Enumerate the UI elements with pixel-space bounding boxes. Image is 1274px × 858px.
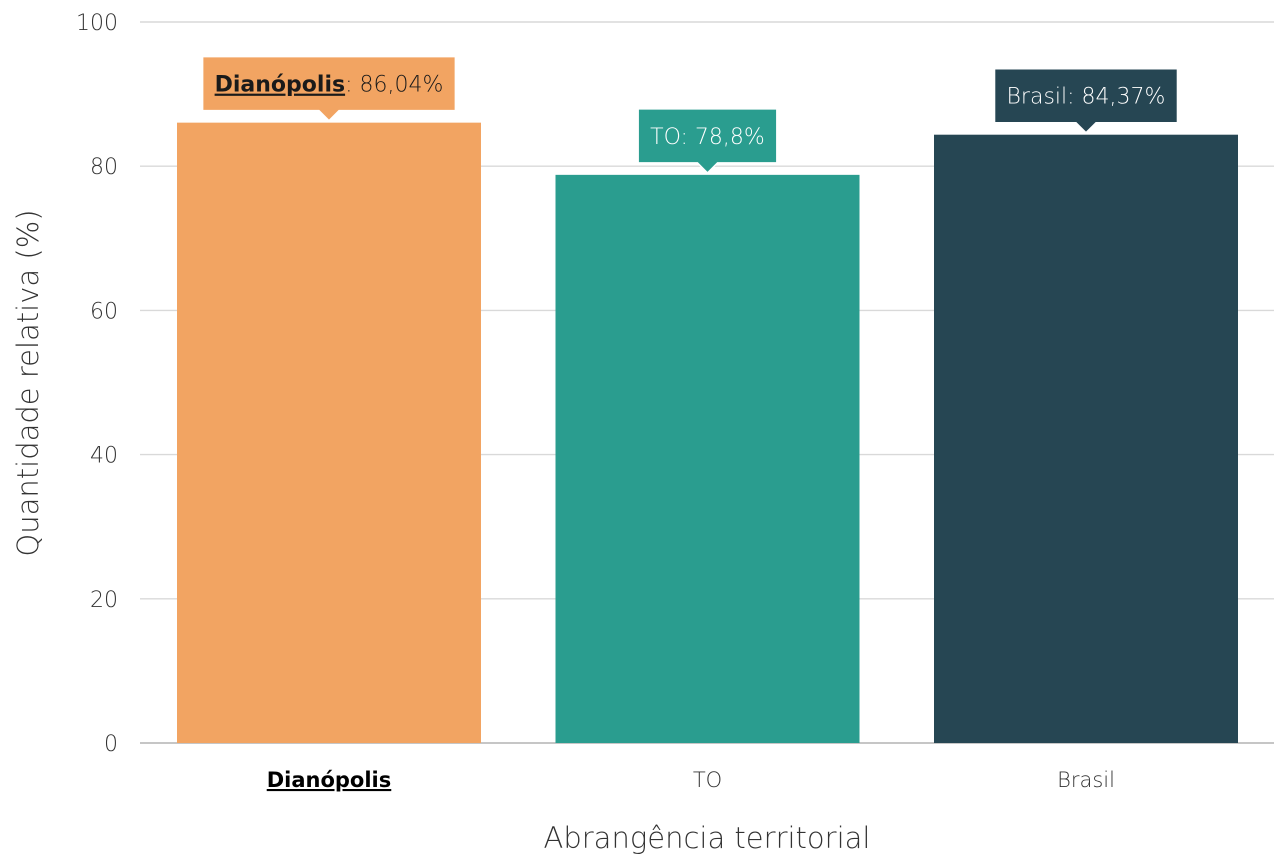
- y-tick-label: 20: [90, 588, 118, 613]
- bars: [177, 122, 1238, 744]
- x-tick-label: TO: [693, 768, 722, 792]
- y-tick-label: 60: [90, 299, 118, 324]
- bar-dian-polis[interactable]: [177, 122, 481, 743]
- y-tick-label: 40: [90, 444, 118, 469]
- value-callout: TO: 78,8%: [637, 108, 778, 174]
- y-tick-label: 100: [76, 11, 118, 36]
- callout-label: TO: 78,8%: [650, 125, 765, 150]
- value-callouts: Dianópolis: 86,04% TO: 78,8% Brasil: 84,37…: [201, 55, 1179, 174]
- value-callout: Dianópolis: 86,04%: [201, 55, 457, 122]
- callout-box: [637, 108, 778, 174]
- bar-to[interactable]: [555, 174, 860, 744]
- x-tick-label: Dianópolis: [267, 768, 392, 792]
- y-tick-labels: 0 20 40 60 80 100: [76, 11, 118, 757]
- bar-brasil[interactable]: [934, 134, 1238, 743]
- callout-box: [201, 55, 457, 122]
- callout-box: [993, 67, 1179, 134]
- x-tick-labels: Dianópolis TO Brasil: [267, 768, 1115, 792]
- callout-label: Brasil: 84,37%: [1007, 85, 1166, 110]
- y-tick-label: 80: [90, 155, 118, 180]
- callout-label: Dianópolis: 86,04%: [215, 73, 444, 98]
- x-axis-title: Abrangência territorial: [544, 821, 871, 855]
- value-callout: Brasil: 84,37%: [993, 67, 1179, 134]
- y-tick-label: 0: [104, 732, 118, 757]
- x-tick-label: Brasil: [1057, 768, 1115, 792]
- y-axis-title: Quantidade relativa (%): [11, 209, 45, 556]
